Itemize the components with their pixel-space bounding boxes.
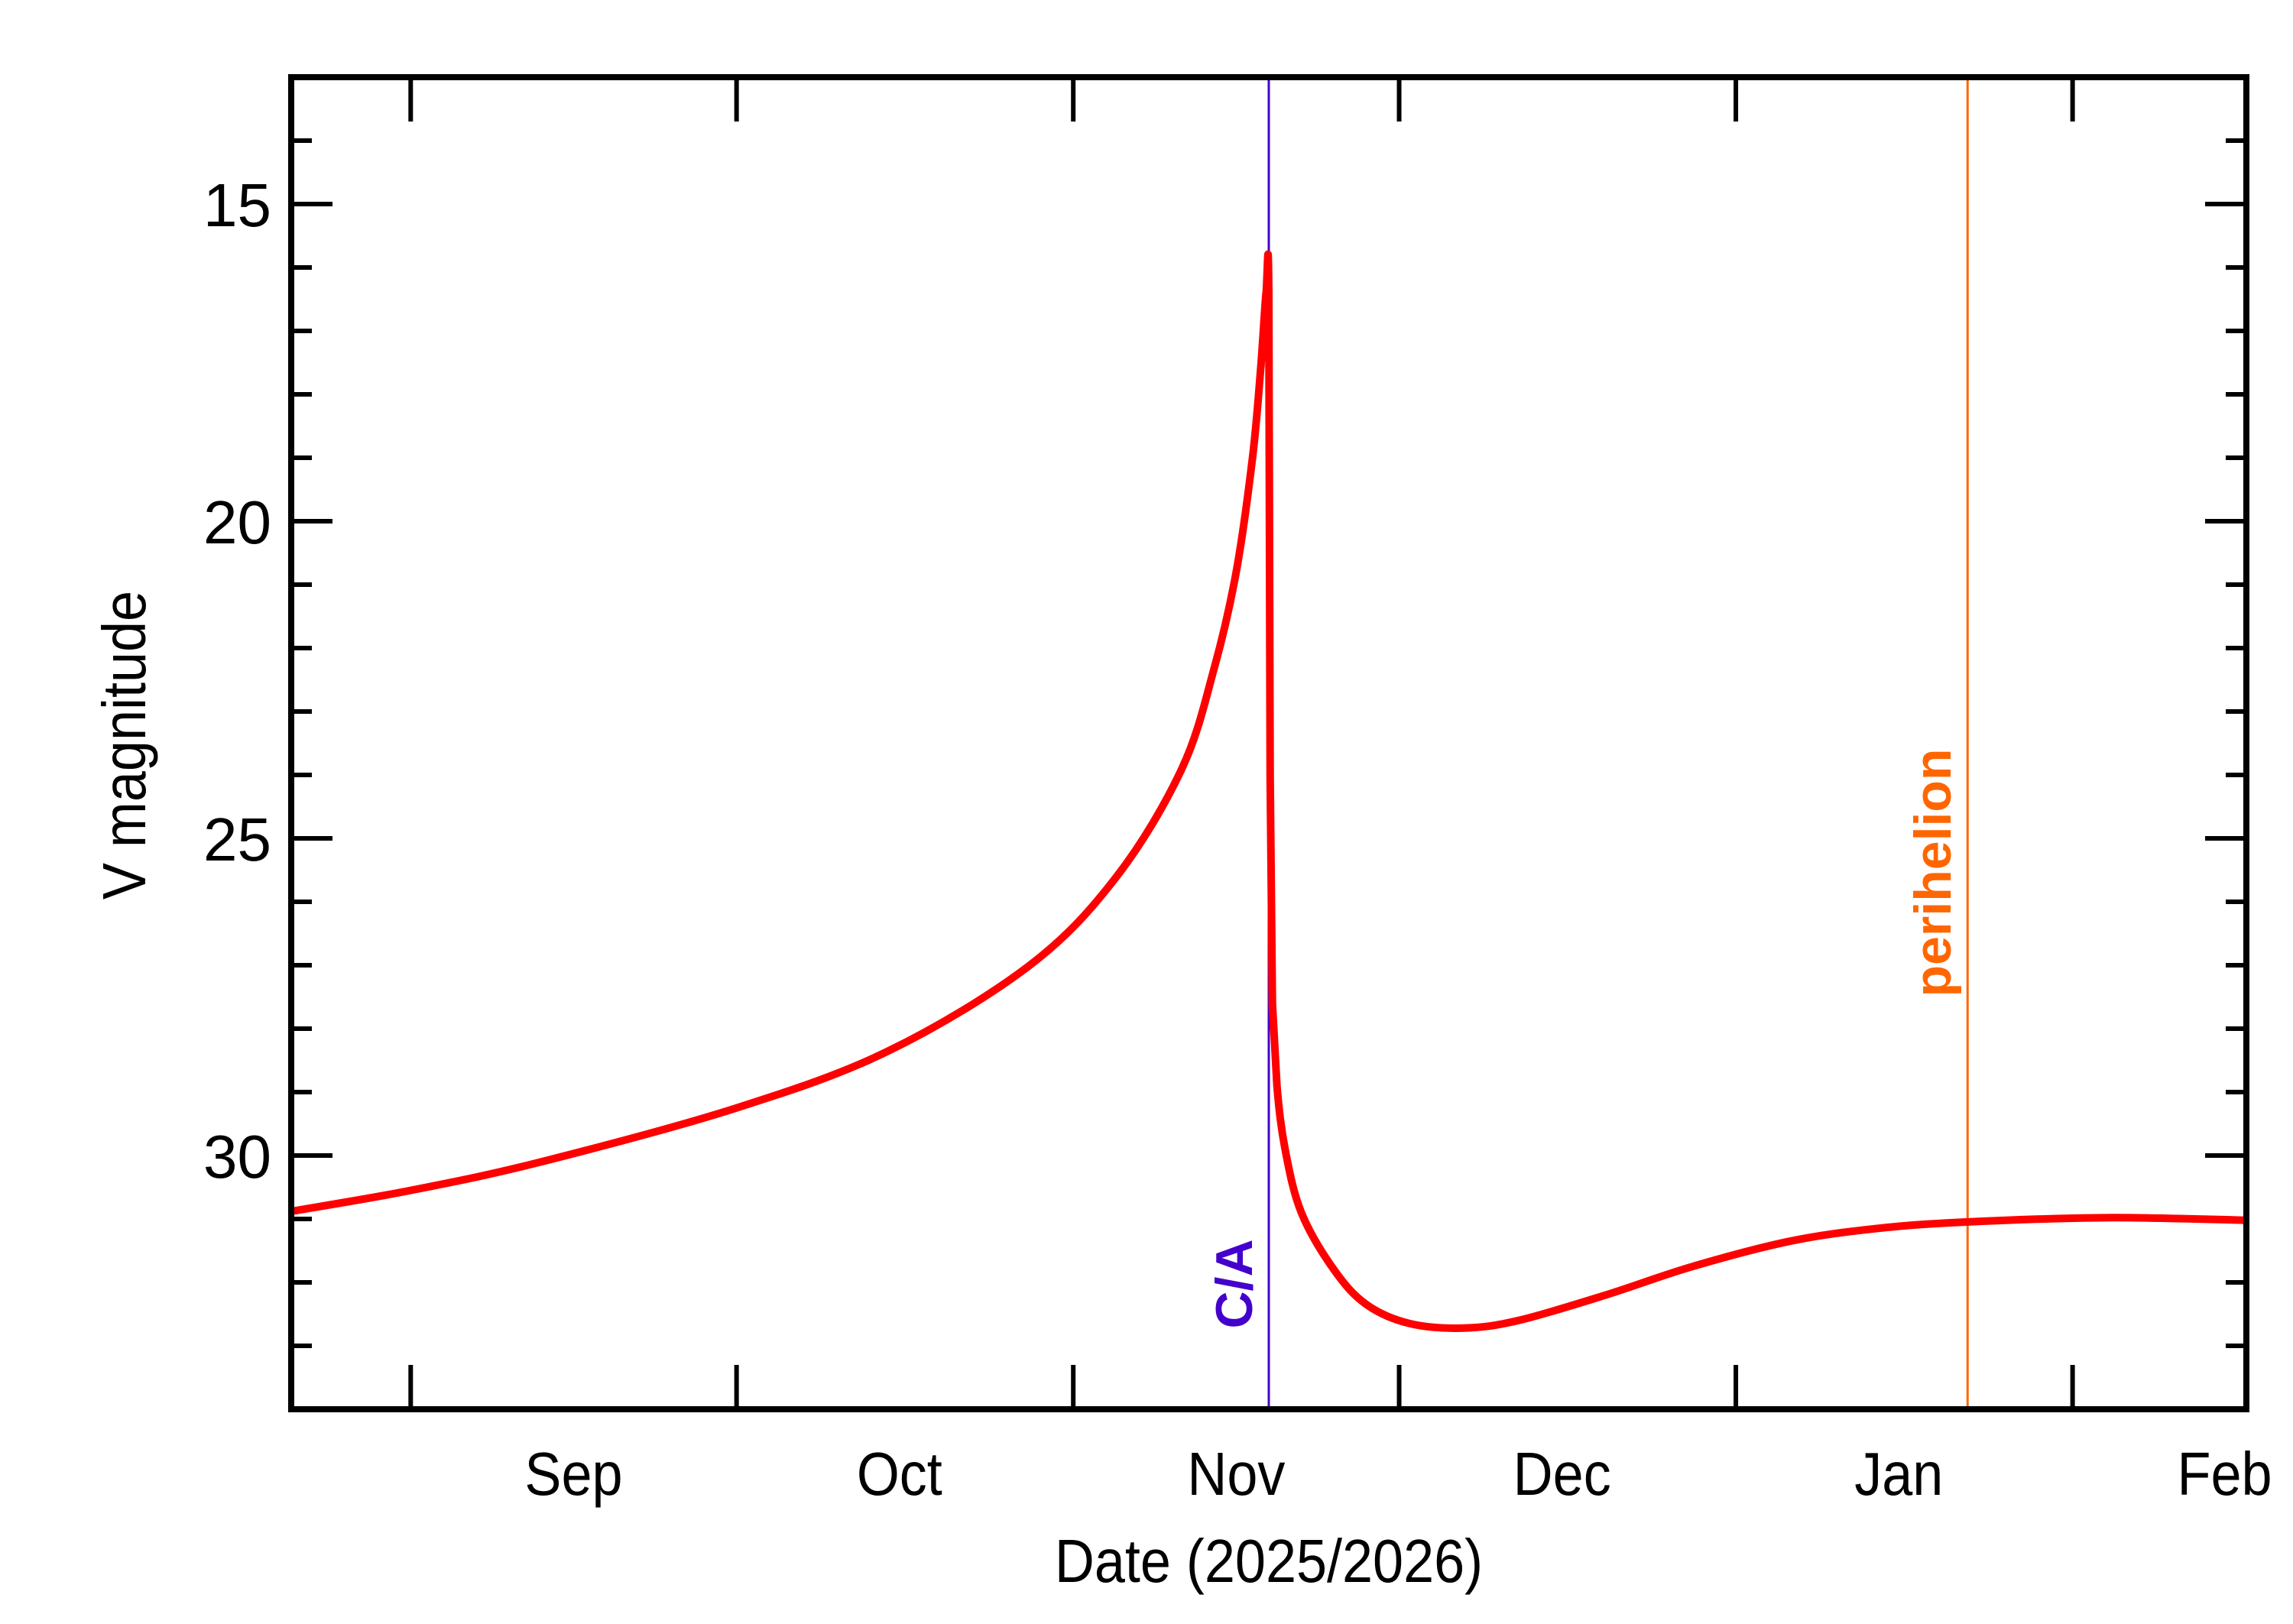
event-lines: C/A perihelion	[1205, 77, 1969, 1409]
series-layer	[290, 250, 2247, 1332]
x-tick-label: Feb	[2178, 1441, 2272, 1509]
y-tick-label: 25	[203, 806, 271, 874]
y-tick-label: 30	[203, 1123, 271, 1191]
event-label: perihelion	[1904, 749, 1962, 997]
y-tick-labels: 15 20 25 30	[203, 171, 271, 1191]
y-axis-title: V magnitude	[91, 591, 159, 900]
x-tick-labels: Sep Oct Nov Dec Jan Feb	[524, 1441, 2272, 1509]
x-tick-label: Nov	[1187, 1441, 1285, 1509]
x-tick-label: Sep	[524, 1441, 622, 1509]
y-tick-label: 20	[203, 488, 271, 556]
y-tick-label: 15	[203, 171, 271, 239]
event-label: C/A	[1205, 1239, 1263, 1328]
x-axis-title: Date (2025/2026)	[1055, 1528, 1483, 1596]
plot-frame	[288, 74, 2249, 1412]
x-tick-label: Oct	[857, 1441, 942, 1509]
magnitude-curve	[290, 250, 2247, 1332]
x-tick-label: Dec	[1513, 1441, 1611, 1509]
x-tick-label: Jan	[1854, 1441, 1943, 1509]
